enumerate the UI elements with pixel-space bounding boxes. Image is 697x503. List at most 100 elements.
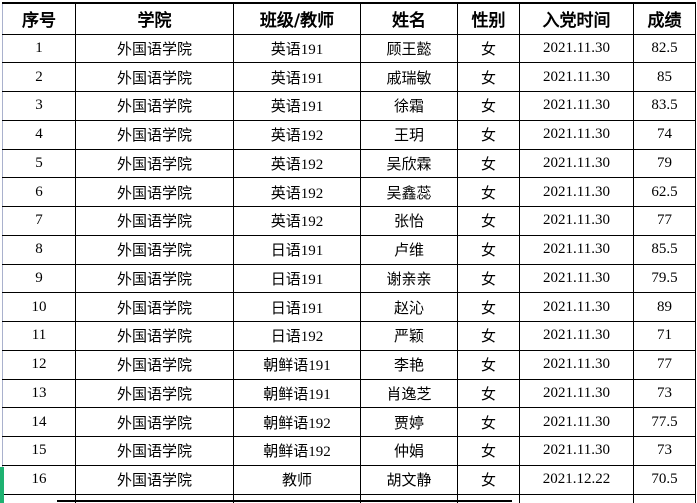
table-cell[interactable]: 女 bbox=[457, 263, 520, 294]
table-cell[interactable]: 严颖 bbox=[360, 321, 458, 351]
table-cell[interactable]: 2 bbox=[2, 62, 76, 92]
table-cell[interactable]: 77 bbox=[633, 349, 696, 380]
table-cell[interactable]: 吴欣霖 bbox=[360, 148, 458, 179]
table-cell[interactable]: 2021.11.30 bbox=[519, 436, 634, 466]
column-header[interactable]: 姓名 bbox=[360, 2, 458, 35]
table-cell[interactable]: 胡文静 bbox=[360, 464, 458, 495]
table-cell[interactable]: 女 bbox=[457, 148, 520, 179]
table-cell[interactable]: 外国语学院 bbox=[75, 91, 234, 121]
table-cell[interactable]: 79 bbox=[633, 148, 696, 179]
table-cell[interactable] bbox=[75, 493, 234, 503]
table-cell[interactable]: 外国语学院 bbox=[75, 464, 234, 495]
table-cell[interactable]: 外国语学院 bbox=[75, 62, 234, 92]
table-cell[interactable]: 3 bbox=[2, 91, 76, 121]
table-cell[interactable]: 2021.11.30 bbox=[519, 177, 634, 207]
table-cell[interactable]: 英语192 bbox=[233, 206, 361, 236]
table-cell[interactable]: 62.5 bbox=[633, 177, 696, 207]
table-cell[interactable]: 英语191 bbox=[233, 91, 361, 121]
table-cell[interactable]: 英语191 bbox=[233, 33, 361, 64]
table-cell[interactable]: 外国语学院 bbox=[75, 292, 234, 322]
table-cell[interactable]: 女 bbox=[457, 234, 520, 265]
table-cell[interactable]: 2021.11.30 bbox=[519, 148, 634, 179]
table-cell[interactable]: 70.5 bbox=[633, 464, 696, 495]
table-cell[interactable]: 2021.11.30 bbox=[519, 292, 634, 322]
table-cell[interactable]: 2021.12.22 bbox=[519, 464, 634, 495]
table-cell[interactable] bbox=[457, 493, 520, 503]
table-cell[interactable]: 85 bbox=[633, 62, 696, 92]
table-cell[interactable]: 外国语学院 bbox=[75, 321, 234, 351]
table-cell[interactable]: 女 bbox=[457, 321, 520, 351]
table-cell[interactable]: 顾王懿 bbox=[360, 33, 458, 64]
table-cell[interactable]: 82.5 bbox=[633, 33, 696, 64]
table-cell[interactable]: 女 bbox=[457, 407, 520, 437]
table-cell[interactable]: 女 bbox=[457, 91, 520, 121]
table-cell[interactable]: 77 bbox=[633, 206, 696, 236]
table-cell[interactable]: 2021.11.30 bbox=[519, 234, 634, 265]
table-cell[interactable]: 外国语学院 bbox=[75, 33, 234, 64]
table-cell[interactable]: 王玥 bbox=[360, 119, 458, 150]
table-cell[interactable]: 2021.11.30 bbox=[519, 263, 634, 294]
table-cell[interactable]: 2021.11.30 bbox=[519, 321, 634, 351]
table-cell[interactable]: 外国语学院 bbox=[75, 148, 234, 179]
table-cell[interactable]: 1 bbox=[2, 33, 76, 64]
table-cell[interactable]: 13 bbox=[2, 378, 76, 409]
table-cell[interactable]: 吴鑫蕊 bbox=[360, 177, 458, 207]
table-cell[interactable]: 71 bbox=[633, 321, 696, 351]
table-cell[interactable]: 8 bbox=[2, 234, 76, 265]
table-cell[interactable]: 朝鲜语192 bbox=[233, 407, 361, 437]
column-header[interactable]: 成绩 bbox=[633, 2, 696, 35]
table-cell[interactable]: 外国语学院 bbox=[75, 206, 234, 236]
table-cell[interactable]: 教师 bbox=[233, 464, 361, 495]
table-cell[interactable]: 79.5 bbox=[633, 263, 696, 294]
table-cell[interactable]: 朝鲜语191 bbox=[233, 378, 361, 409]
table-cell[interactable]: 74 bbox=[633, 119, 696, 150]
table-cell[interactable] bbox=[360, 493, 458, 503]
table-cell[interactable]: 李艳 bbox=[360, 349, 458, 380]
table-cell[interactable]: 6 bbox=[2, 177, 76, 207]
table-cell[interactable]: 14 bbox=[2, 407, 76, 437]
table-cell[interactable]: 戚瑞敏 bbox=[360, 62, 458, 92]
table-cell[interactable]: 外国语学院 bbox=[75, 263, 234, 294]
table-cell[interactable]: 英语192 bbox=[233, 119, 361, 150]
table-cell[interactable]: 2021.11.30 bbox=[519, 349, 634, 380]
table-cell[interactable] bbox=[519, 493, 634, 503]
table-cell[interactable]: 女 bbox=[457, 119, 520, 150]
table-cell[interactable] bbox=[633, 493, 696, 503]
table-cell[interactable] bbox=[233, 493, 361, 503]
table-cell[interactable]: 7 bbox=[2, 206, 76, 236]
table-cell[interactable]: 85.5 bbox=[633, 234, 696, 265]
column-header[interactable]: 序号 bbox=[2, 2, 76, 35]
table-cell[interactable]: 卢维 bbox=[360, 234, 458, 265]
table-cell[interactable]: 77.5 bbox=[633, 407, 696, 437]
column-header[interactable]: 性别 bbox=[457, 2, 520, 35]
column-header[interactable]: 学院 bbox=[75, 2, 234, 35]
table-cell[interactable]: 徐霜 bbox=[360, 91, 458, 121]
table-cell[interactable]: 5 bbox=[2, 148, 76, 179]
table-cell[interactable]: 12 bbox=[2, 349, 76, 380]
table-cell[interactable]: 89 bbox=[633, 292, 696, 322]
table-cell[interactable]: 仲娟 bbox=[360, 436, 458, 466]
table-cell[interactable]: 女 bbox=[457, 436, 520, 466]
table-cell[interactable]: 2021.11.30 bbox=[519, 33, 634, 64]
table-cell[interactable]: 日语191 bbox=[233, 234, 361, 265]
table-cell[interactable]: 张怡 bbox=[360, 206, 458, 236]
table-cell[interactable]: 英语192 bbox=[233, 177, 361, 207]
table-cell[interactable]: 2021.11.30 bbox=[519, 91, 634, 121]
table-cell[interactable]: 英语191 bbox=[233, 62, 361, 92]
table-cell[interactable]: 9 bbox=[2, 263, 76, 294]
table-cell[interactable]: 2021.11.30 bbox=[519, 62, 634, 92]
table-cell[interactable]: 10 bbox=[2, 292, 76, 322]
table-cell[interactable]: 朝鲜语191 bbox=[233, 349, 361, 380]
table-cell[interactable]: 2021.11.30 bbox=[519, 119, 634, 150]
table-cell[interactable]: 女 bbox=[457, 349, 520, 380]
table-cell[interactable]: 日语191 bbox=[233, 292, 361, 322]
column-header[interactable]: 入党时间 bbox=[519, 2, 634, 35]
table-cell[interactable]: 4 bbox=[2, 119, 76, 150]
table-cell[interactable]: 83.5 bbox=[633, 91, 696, 121]
table-cell[interactable]: 女 bbox=[457, 464, 520, 495]
table-cell[interactable]: 11 bbox=[2, 321, 76, 351]
table-cell[interactable]: 外国语学院 bbox=[75, 177, 234, 207]
table-cell[interactable]: 女 bbox=[457, 378, 520, 409]
table-cell[interactable]: 2021.11.30 bbox=[519, 206, 634, 236]
table-cell[interactable]: 女 bbox=[457, 62, 520, 92]
